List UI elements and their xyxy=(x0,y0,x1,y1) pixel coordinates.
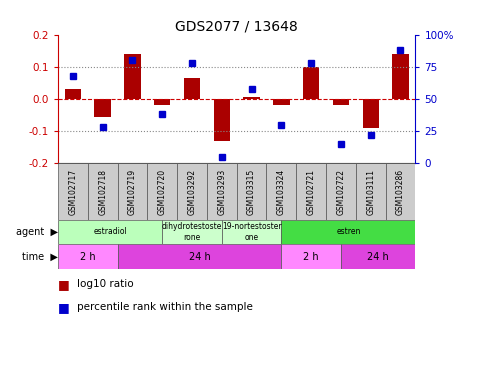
Text: 24 h: 24 h xyxy=(188,252,210,262)
Bar xyxy=(117,244,281,269)
Bar xyxy=(147,164,177,220)
Bar xyxy=(392,54,409,99)
Text: GSM103286: GSM103286 xyxy=(396,169,405,215)
Bar xyxy=(296,164,326,220)
Bar xyxy=(95,99,111,117)
Bar xyxy=(282,220,415,244)
Text: GSM102717: GSM102717 xyxy=(69,169,77,215)
Bar xyxy=(222,220,282,244)
Text: GSM102718: GSM102718 xyxy=(98,169,107,215)
Bar xyxy=(326,164,356,220)
Bar xyxy=(58,220,162,244)
Text: 24 h: 24 h xyxy=(367,252,389,262)
Text: GSM103324: GSM103324 xyxy=(277,168,286,215)
Bar xyxy=(237,164,267,220)
Text: 2 h: 2 h xyxy=(303,252,319,262)
Bar xyxy=(356,164,385,220)
Text: GSM103293: GSM103293 xyxy=(217,168,226,215)
Bar xyxy=(177,164,207,220)
Title: GDS2077 / 13648: GDS2077 / 13648 xyxy=(175,20,298,33)
Bar xyxy=(243,98,260,99)
Text: estren: estren xyxy=(336,227,360,237)
Bar xyxy=(273,99,289,106)
Bar xyxy=(124,54,141,99)
Bar xyxy=(341,244,415,269)
Bar xyxy=(65,89,81,99)
Text: GSM103111: GSM103111 xyxy=(366,169,375,215)
Bar xyxy=(333,99,349,106)
Text: GSM102722: GSM102722 xyxy=(337,169,345,215)
Text: ■: ■ xyxy=(58,278,70,291)
Bar xyxy=(385,164,415,220)
Text: GSM102721: GSM102721 xyxy=(307,169,315,215)
Text: log10 ratio: log10 ratio xyxy=(77,279,134,289)
Text: agent  ▶: agent ▶ xyxy=(16,227,58,237)
Text: time  ▶: time ▶ xyxy=(22,252,58,262)
Bar xyxy=(303,67,319,99)
Text: GSM103292: GSM103292 xyxy=(187,169,197,215)
Bar xyxy=(58,164,88,220)
Text: dihydrotestoste
rone: dihydrotestoste rone xyxy=(162,222,222,242)
Bar xyxy=(184,78,200,99)
Text: 2 h: 2 h xyxy=(80,252,96,262)
Bar xyxy=(363,99,379,128)
Text: estradiol: estradiol xyxy=(93,227,127,237)
Text: 19-nortestoster
one: 19-nortestoster one xyxy=(222,222,282,242)
Text: ■: ■ xyxy=(58,301,70,314)
Bar xyxy=(282,244,341,269)
Bar xyxy=(154,99,170,106)
Text: percentile rank within the sample: percentile rank within the sample xyxy=(77,302,253,312)
Bar xyxy=(58,244,117,269)
Text: GSM103315: GSM103315 xyxy=(247,168,256,215)
Bar xyxy=(88,164,117,220)
Bar xyxy=(267,164,296,220)
Bar xyxy=(117,164,147,220)
Text: GSM102719: GSM102719 xyxy=(128,169,137,215)
Text: GSM102720: GSM102720 xyxy=(158,169,167,215)
Bar xyxy=(207,164,237,220)
Bar xyxy=(213,99,230,141)
Bar xyxy=(162,220,222,244)
